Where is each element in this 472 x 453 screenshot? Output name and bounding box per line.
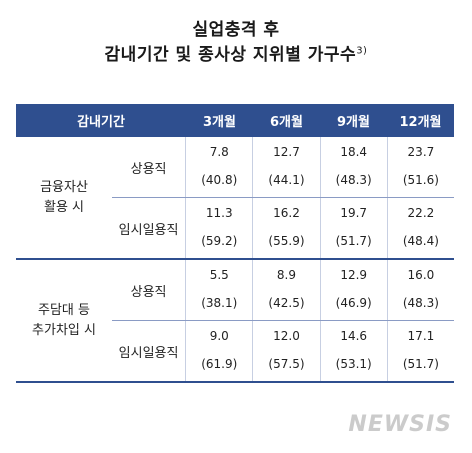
cell-value: 16.0 xyxy=(407,268,435,282)
table-cell: 12.0 (57.5) xyxy=(252,321,319,381)
cell-value: 22.2 xyxy=(407,206,435,220)
cell-percent: (51.6) xyxy=(402,173,439,187)
header-col-12m: 12개월 xyxy=(399,115,442,130)
cell-value: 12.0 xyxy=(273,329,300,343)
header-col-3m: 3개월 xyxy=(203,115,236,130)
cell-value: 23.7 xyxy=(407,145,435,159)
table-cell: 7.8 (40.8) xyxy=(185,137,252,197)
table-cell: 5.5 (38.1) xyxy=(185,260,252,320)
cell-percent: (44.1) xyxy=(268,173,305,187)
table-cell: 12.9 (46.9) xyxy=(319,260,387,320)
cell-percent: (48.3) xyxy=(402,296,439,310)
group-label-line: 활용 시 xyxy=(43,199,84,215)
table-row: 임시일용직 11.3 (59.2) 16.2 (55.9) 19.7 (51.7) 2… xyxy=(112,198,454,258)
title-line-1: 실업충격 후 xyxy=(0,15,472,40)
title-footnote: 3) xyxy=(356,45,368,57)
header-col-6m: 6개월 xyxy=(270,115,303,130)
cell-percent: (53.1) xyxy=(335,357,372,371)
table-cell: 16.0 (48.3) xyxy=(386,260,454,320)
cell-percent: (46.9) xyxy=(335,296,372,310)
table-cell: 11.3 (59.2) xyxy=(185,198,252,258)
table-cell: 19.7 (51.7) xyxy=(319,198,387,258)
table-header: 감내기간 3개월 6개월 9개월 12개월 xyxy=(16,104,454,137)
cell-percent: (55.9) xyxy=(268,234,305,248)
cell-percent: (57.5) xyxy=(268,357,305,371)
row-label: 임시일용직 xyxy=(118,345,179,361)
cell-percent: (48.3) xyxy=(335,173,372,187)
table-cell: 23.7 (51.6) xyxy=(386,137,454,197)
cell-percent: (42.5) xyxy=(268,296,305,310)
newsis-watermark: NEWSIS xyxy=(348,412,452,437)
table-cell: 16.2 (55.9) xyxy=(252,198,319,258)
group-label-line: 금융자산 xyxy=(40,179,88,195)
cell-value: 5.5 xyxy=(209,268,229,282)
group-additional-borrowing: 주담대 등 추가차입 시 상용직 5.5 (38.1) 8.9 (42.5) 12.… xyxy=(16,260,454,383)
header-col-9m: 9개월 xyxy=(337,115,370,130)
table-row: 상용직 5.5 (38.1) 8.9 (42.5) 12.9 (46.9) 16.0 (… xyxy=(112,260,454,321)
title-line-1-text: 실업충격 후 xyxy=(192,20,280,40)
data-table: 감내기간 3개월 6개월 9개월 12개월 금융자산 활용 시 상용직 7.8 (… xyxy=(16,104,454,383)
table-row: 임시일용직 9.0 (61.9) 12.0 (57.5) 14.6 (53.1) 17… xyxy=(112,321,454,381)
cell-percent: (51.7) xyxy=(402,357,439,371)
table-cell: 17.1 (51.7) xyxy=(386,321,454,381)
cell-value: 14.6 xyxy=(340,329,368,343)
row-label: 상용직 xyxy=(130,161,167,177)
cell-percent: (59.2) xyxy=(201,234,238,248)
cell-percent: (51.7) xyxy=(335,234,372,248)
cell-percent: (48.4) xyxy=(402,234,439,248)
table-cell: 18.4 (48.3) xyxy=(319,137,387,197)
cell-value: 17.1 xyxy=(407,329,435,343)
cell-value: 18.4 xyxy=(340,145,368,159)
table-cell: 8.9 (42.5) xyxy=(252,260,319,320)
cell-value: 11.3 xyxy=(205,206,233,220)
row-label: 상용직 xyxy=(130,284,167,300)
table-cell: 14.6 (53.1) xyxy=(319,321,387,381)
table-row: 상용직 7.8 (40.8) 12.7 (44.1) 18.4 (48.3) 23.7… xyxy=(112,137,454,198)
title-line-2-text: 감내기간 및 종사상 지위별 가구수 xyxy=(104,45,357,65)
cell-value: 9.0 xyxy=(209,329,229,343)
table-cell: 22.2 (48.4) xyxy=(386,198,454,258)
group-financial-assets: 금융자산 활용 시 상용직 7.8 (40.8) 12.7 (44.1) 18.4 (… xyxy=(16,137,454,260)
header-col-period: 감내기간 xyxy=(77,115,125,130)
cell-value: 16.2 xyxy=(273,206,300,220)
row-label: 임시일용직 xyxy=(118,222,179,238)
cell-value: 12.9 xyxy=(340,268,368,282)
group-label: 금융자산 활용 시 xyxy=(16,137,112,258)
group-label-line: 주담대 등 xyxy=(38,302,90,318)
title-line-2: 감내기간 및 종사상 지위별 가구수3) xyxy=(0,40,472,65)
group-label: 주담대 등 추가차입 시 xyxy=(16,260,112,381)
cell-value: 12.7 xyxy=(273,145,300,159)
cell-value: 19.7 xyxy=(340,206,368,220)
group-label-line: 추가차입 시 xyxy=(32,322,96,338)
cell-percent: (61.9) xyxy=(201,357,238,371)
cell-percent: (40.8) xyxy=(201,173,238,187)
cell-percent: (38.1) xyxy=(201,296,238,310)
table-cell: 12.7 (44.1) xyxy=(252,137,319,197)
table-cell: 9.0 (61.9) xyxy=(185,321,252,381)
cell-value: 8.9 xyxy=(276,268,297,282)
cell-value: 7.8 xyxy=(209,145,229,159)
